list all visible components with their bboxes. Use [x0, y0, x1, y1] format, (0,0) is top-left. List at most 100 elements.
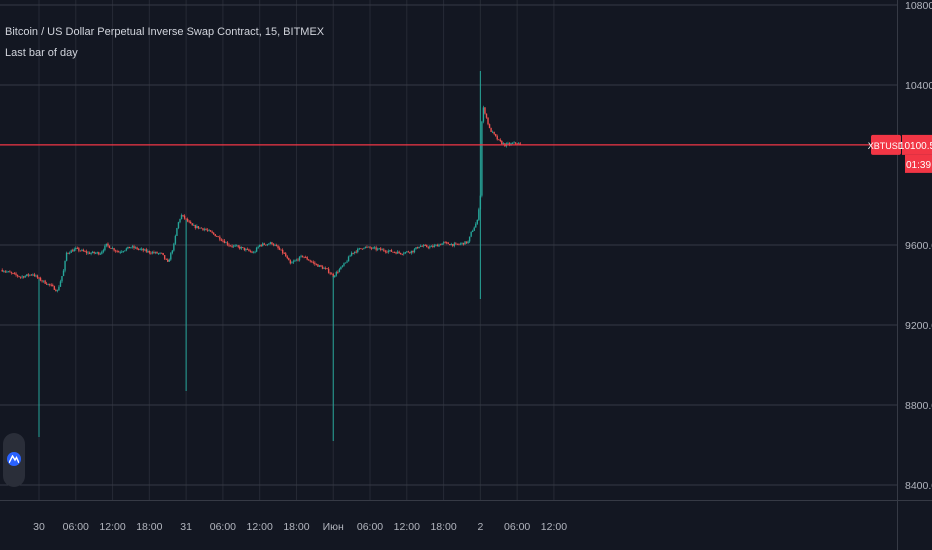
candle-body: [220, 239, 223, 241]
candle-body: [450, 244, 452, 246]
x-tick-label: 06:00: [357, 521, 383, 533]
candle-body: [337, 271, 339, 273]
candle-body: [306, 257, 308, 260]
candle-body: [84, 251, 86, 252]
candle-body: [487, 117, 489, 125]
candle-body: [308, 259, 310, 261]
candle-body: [458, 244, 460, 246]
tradingview-logo-icon: [7, 452, 21, 466]
candle-body: [375, 247, 377, 250]
candle-body: [386, 251, 388, 253]
candle-body: [430, 246, 433, 247]
candle-body: [248, 249, 250, 251]
x-tick-label: Июн: [323, 521, 344, 533]
candle-body: [186, 219, 189, 222]
x-tick-label: 2: [477, 521, 483, 533]
candle-body: [455, 243, 457, 245]
tradingview-logo-button[interactable]: [3, 433, 25, 487]
candle-body: [295, 259, 298, 261]
candle-body: [452, 244, 454, 246]
candle-body: [357, 248, 359, 253]
candle-body: [36, 275, 39, 278]
candle-body: [214, 234, 216, 237]
candle-body: [96, 252, 98, 254]
candle-body: [113, 248, 115, 251]
candle-body: [203, 229, 206, 230]
candle-body: [114, 250, 117, 252]
candle-body: [324, 268, 327, 269]
candle-body: [367, 246, 370, 248]
candle-body: [488, 124, 491, 129]
candle-body: [389, 250, 391, 251]
candle-body: [433, 245, 436, 247]
candle-body: [471, 230, 474, 232]
candle-body: [427, 246, 429, 248]
candle-body: [484, 107, 486, 114]
candle-body: [266, 244, 269, 245]
candle-body: [41, 280, 43, 282]
candle-body: [447, 242, 449, 245]
candle-body: [131, 246, 134, 248]
candle-body: [291, 262, 293, 264]
candle-body: [376, 248, 379, 250]
candle-body: [22, 276, 25, 278]
last-bar-of-day-markers: [38, 71, 481, 441]
candle-body: [387, 250, 390, 253]
candle-body: [197, 226, 200, 229]
candle-body: [87, 252, 89, 254]
grid: [0, 0, 897, 500]
candle-body: [441, 243, 443, 245]
candle-body: [111, 248, 114, 250]
candle-body: [78, 248, 80, 251]
candle-body: [347, 256, 350, 262]
candle-body: [76, 247, 79, 249]
candle-body: [416, 247, 419, 249]
candle-body: [327, 268, 330, 273]
candle-body: [445, 242, 448, 244]
candle-body: [27, 274, 29, 276]
candle-body: [75, 247, 77, 250]
candle-body: [398, 251, 400, 253]
candle-body: [18, 276, 20, 277]
candle-body: [154, 251, 157, 253]
candle-body: [213, 232, 215, 235]
candle-body: [49, 283, 51, 285]
candle-body: [101, 251, 103, 254]
candle-body: [237, 245, 239, 247]
candle-body: [265, 244, 267, 246]
candle-body: [121, 251, 123, 253]
candle-body: [335, 271, 338, 276]
candle-body: [467, 241, 469, 244]
candle-body: [288, 258, 290, 261]
candle-body: [311, 261, 313, 263]
candle-body: [514, 142, 517, 144]
candle-body: [344, 262, 347, 264]
candle-body: [110, 248, 112, 249]
candle-body: [343, 263, 345, 266]
candle-body: [321, 266, 324, 269]
indicator-label: Last bar of day: [5, 47, 78, 59]
candle-body: [245, 249, 247, 251]
candle-body: [498, 139, 500, 141]
candle-body: [315, 264, 318, 265]
candle-body: [194, 225, 197, 228]
candle-body: [235, 245, 238, 247]
candle-body: [26, 274, 28, 276]
candle-body: [304, 257, 307, 258]
y-tick-label: 9200.0: [905, 320, 932, 332]
candle-body: [470, 231, 472, 237]
candle-body: [53, 286, 56, 290]
candle-body: [476, 219, 478, 224]
y-tick-label: 10400.0: [905, 80, 932, 92]
candle-body: [105, 243, 108, 246]
candle-body: [179, 219, 181, 223]
candle-body: [285, 253, 287, 257]
candle-body: [3, 271, 5, 273]
candle-body: [413, 249, 416, 253]
candle-body: [418, 246, 420, 249]
candle-body: [409, 252, 411, 254]
candle-body: [188, 221, 190, 223]
candle-body: [401, 254, 403, 255]
candle-body: [341, 265, 344, 267]
